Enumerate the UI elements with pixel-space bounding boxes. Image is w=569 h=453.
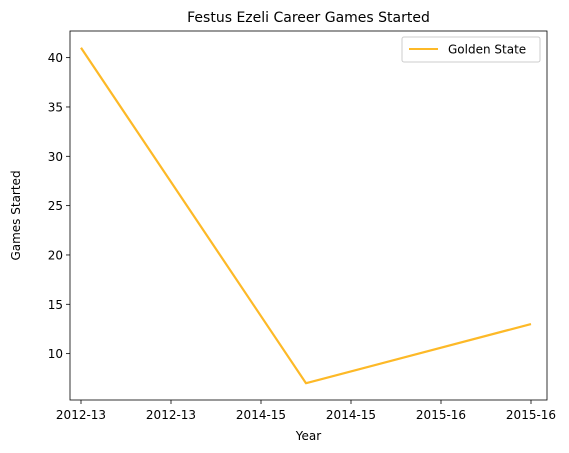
y-tick-label: 35: [48, 100, 63, 114]
series-line: [80, 47, 532, 385]
x-tick-label: 2015-16: [416, 408, 466, 422]
x-axis: 2012-13 2012-13 2014-15 2014-15 2015-16 2015-…: [56, 400, 556, 422]
x-tick-label: 2014-15: [326, 408, 376, 422]
x-tick-label: 2012-13: [146, 408, 196, 422]
y-tick-label: 25: [48, 199, 63, 213]
y-axis-title: Games Started: [9, 170, 23, 260]
chart-title: Festus Ezeli Career Games Started: [187, 10, 430, 26]
series-layer: [80, 47, 532, 385]
y-tick-label: 30: [48, 150, 63, 164]
x-axis-title: Year: [295, 429, 321, 443]
y-tick-label: 10: [48, 347, 63, 361]
y-tick-label: 40: [48, 51, 63, 65]
y-axis: 10 15 20 25 30 35 40: [48, 51, 70, 361]
legend: Golden State: [401, 36, 541, 63]
legend-frame: [401, 36, 541, 63]
legend-label: Golden State: [448, 43, 526, 57]
plot-area: [69, 30, 548, 401]
x-tick-label: 2012-13: [56, 408, 106, 422]
x-tick-label: 2014-15: [236, 408, 286, 422]
x-tick-label: 2015-16: [506, 408, 556, 422]
y-tick-label: 15: [48, 298, 63, 312]
y-tick-label: 20: [48, 248, 63, 262]
